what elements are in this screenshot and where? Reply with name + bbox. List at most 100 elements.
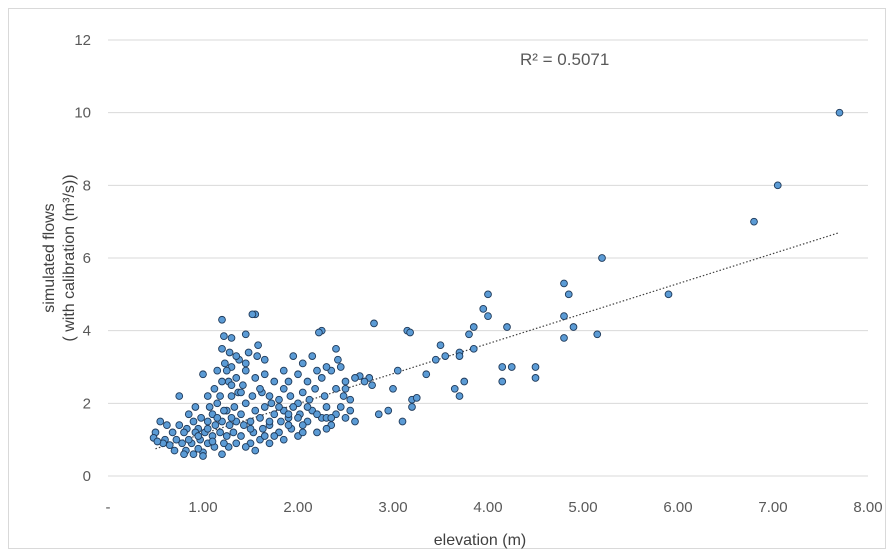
data-point-115 [246,417,255,426]
data-point-206 [346,395,355,404]
data-point-51 [339,392,348,400]
data-point-218 [265,417,274,426]
data-point-89 [279,366,288,375]
data-point-35 [412,394,421,402]
data-point-45 [360,377,369,386]
data-point-128 [232,374,241,382]
y-tick-label-5: 10 [74,105,91,122]
data-point-146 [218,377,226,386]
y-axis-ticks: 0 2 4 6 8 10 12 [74,32,91,485]
data-point-110 [248,310,257,319]
data-point-41 [370,319,378,328]
data-point-141 [222,432,231,440]
data-point-99 [270,432,279,440]
data-point-68 [308,352,317,360]
data-point-1 [773,181,782,190]
data-point-171 [194,444,203,453]
data-point-126 [241,443,250,451]
data-point-163 [203,417,212,426]
data-point-113 [248,392,257,400]
data-point-30 [431,355,440,364]
data-point-202 [303,403,312,411]
data-point-223 [260,432,269,440]
data-point-78 [298,388,307,397]
data-point-200 [284,410,293,419]
data-point-119 [244,348,253,357]
data-point-209 [222,366,231,375]
data-point-162 [205,403,214,411]
data-points [149,108,844,460]
data-point-168 [197,414,205,422]
data-point-130 [230,403,239,411]
data-point-198 [265,392,274,400]
data-point-214 [194,432,203,440]
data-point-196 [153,437,162,446]
data-point-81 [298,421,307,429]
data-point-220 [298,428,307,437]
data-point-42 [374,410,383,419]
data-point-172 [191,403,200,411]
data-point-221 [327,414,336,422]
data-point-197 [256,384,264,393]
data-point-29 [436,341,445,350]
data-point-4 [664,290,673,299]
data-point-158 [211,421,220,429]
data-point-93 [277,417,285,426]
data-point-25 [460,377,469,386]
data-point-114 [251,406,260,415]
data-point-181 [180,428,188,437]
data-point-207 [237,388,245,397]
data-point-186 [172,435,181,444]
data-point-86 [289,403,298,411]
data-point-97 [270,410,279,419]
data-point-211 [241,359,250,368]
y-tick-label-6: 12 [74,32,91,49]
x-axis-ticks: - 1.00 2.00 3.00 4.00 5.00 6.00 7.00 8.00 [106,499,883,516]
data-point-39 [398,417,407,426]
data-point-14 [498,363,507,371]
data-point-96 [267,399,276,408]
data-point-143 [220,332,228,340]
chart-frame [8,8,886,549]
data-point-105 [256,414,264,422]
data-point-57 [332,384,340,393]
data-point-62 [322,363,331,371]
data-point-50 [336,363,345,371]
data-point-11 [531,363,540,371]
data-point-124 [240,421,248,429]
data-point-84 [284,377,293,386]
data-point-100 [265,439,274,448]
data-point-65 [322,403,331,411]
data-point-177 [184,410,193,419]
y-axis-title: simulated flows ( with calibration (m³/s… [41,174,78,341]
data-point-3 [598,254,606,262]
data-point-225 [251,446,260,455]
data-point-138 [227,392,236,400]
data-point-27 [455,392,464,400]
data-point-123 [237,410,245,419]
data-point-152 [218,450,226,459]
trendline [155,231,840,450]
data-point-153 [218,315,226,324]
x-tick-label-3: 3.00 [378,499,407,516]
data-point-7 [564,290,573,299]
y-tick-label-3: 6 [83,250,91,267]
data-point-54 [332,344,340,353]
data-point-125 [237,432,245,440]
data-point-193 [156,417,165,426]
r-squared-annotation: R² = 0.5071 [520,50,609,69]
data-point-111 [253,352,262,360]
data-point-189 [165,441,174,449]
data-point-71 [311,384,319,393]
data-point-154 [213,366,222,375]
data-point-77 [294,370,302,379]
data-point-13 [507,363,516,371]
data-point-8 [560,312,568,320]
data-point-16 [503,323,511,331]
data-point-76 [298,359,307,368]
data-point-182 [178,439,186,448]
data-point-155 [210,384,219,393]
data-point-104 [260,403,269,411]
data-point-135 [225,348,234,357]
